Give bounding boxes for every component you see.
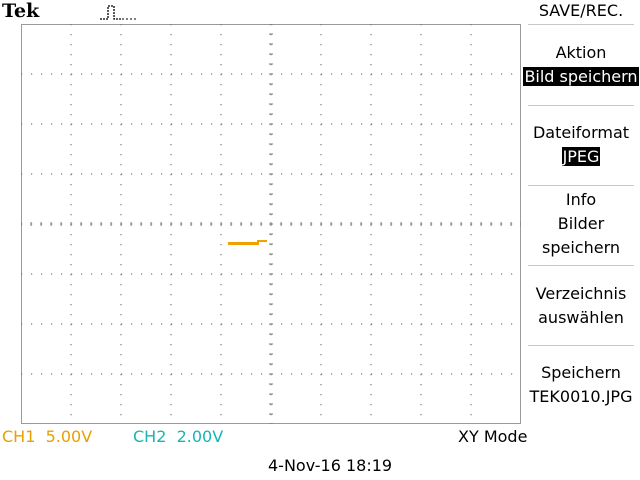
menu-info-line3: speichern <box>542 238 620 257</box>
menu-verzeichnis-line2: auswählen <box>538 308 624 327</box>
menu-aktion-label: Aktion <box>555 43 607 62</box>
menu-info[interactable]: Info Bilder speichern <box>522 188 640 260</box>
menu-title: SAVE/REC. <box>538 1 624 20</box>
menu-aktion[interactable]: Aktion Bild speichern <box>522 41 640 89</box>
display-mode: XY Mode <box>458 427 528 446</box>
menu-verzeichnis-label: Verzeichnis <box>535 284 627 303</box>
ch2-scale: 2.00V <box>176 427 224 446</box>
menu-dateiformat-label: Dateiformat <box>532 123 630 142</box>
menu-dateiformat-value: JPEG <box>561 147 601 166</box>
menu-separator <box>528 265 634 266</box>
ch1-readout: CH1 5.00V <box>2 427 92 446</box>
brand-logo: Tek <box>2 0 40 22</box>
menu-verzeichnis[interactable]: Verzeichnis auswählen <box>522 282 640 330</box>
scope-graticule <box>20 23 522 425</box>
menu-separator <box>528 345 634 346</box>
pulse-waveform-icon <box>100 5 138 20</box>
ch2-readout: CH2 2.00V <box>133 427 223 446</box>
menu-separator <box>528 185 634 186</box>
menu-speichern-filename: TEK0010.JPG <box>529 387 633 406</box>
menu-speichern-label: Speichern <box>541 363 621 382</box>
menu-aktion-value: Bild speichern <box>523 67 639 86</box>
side-menu: Aktion Bild speichern Dateiformat JPEG I… <box>522 24 640 424</box>
menu-info-line2: Bilder <box>557 214 605 233</box>
ch1-scale: 5.00V <box>45 427 93 446</box>
timestamp: 4-Nov-16 18:19 <box>268 456 393 475</box>
ch2-label: CH2 <box>133 427 167 446</box>
menu-dateiformat[interactable]: Dateiformat JPEG <box>522 121 640 169</box>
menu-info-label: Info <box>565 190 597 209</box>
menu-separator <box>528 24 634 25</box>
menu-speichern[interactable]: Speichern TEK0010.JPG <box>522 361 640 409</box>
menu-separator <box>528 105 634 106</box>
ch1-label: CH1 <box>2 427 36 446</box>
